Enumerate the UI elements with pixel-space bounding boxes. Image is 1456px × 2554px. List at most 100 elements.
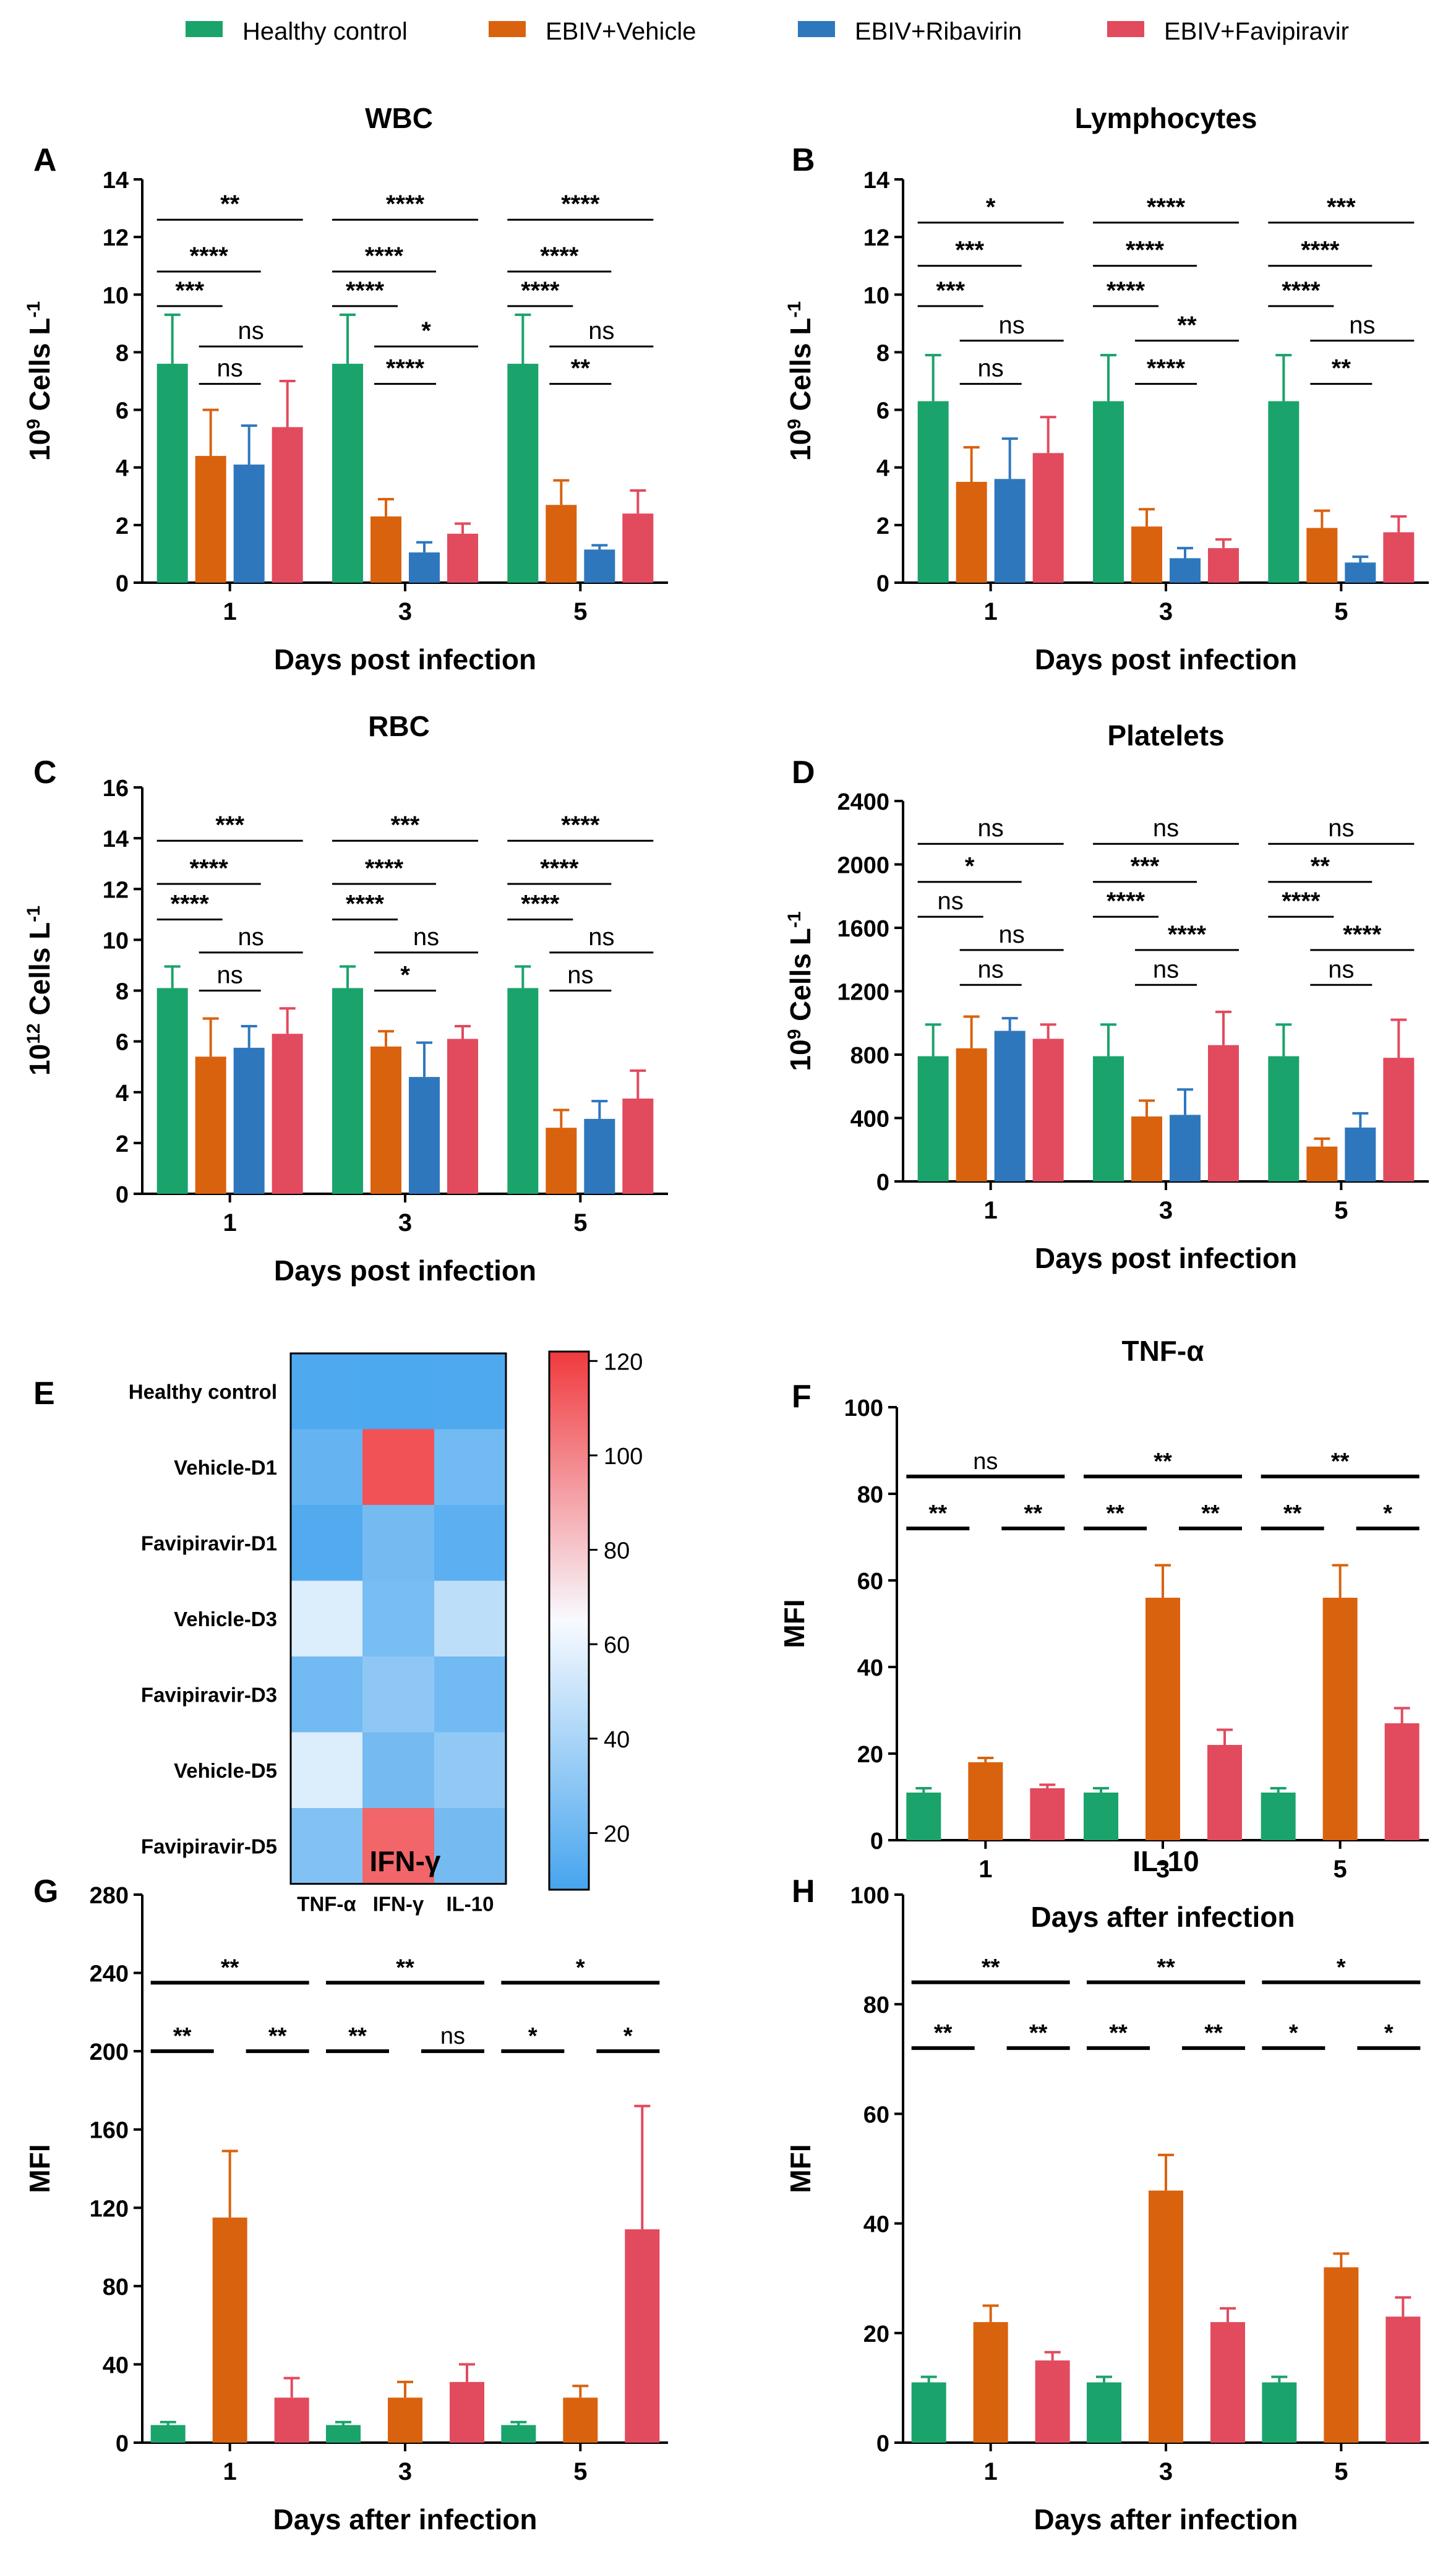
panel-label-H: H <box>792 1874 815 1909</box>
y-tick-label: 60 <box>863 2102 889 2128</box>
bar-C-ebiv-favipiravir-day-3 <box>447 1039 478 1194</box>
y-axis-label: 1012 Cells L-1 <box>24 906 56 1076</box>
bar-D-ebiv-ribavirin-day-1 <box>994 1031 1026 1181</box>
y-tick-label: 0 <box>876 2431 889 2457</box>
y-axis-label: MFI <box>778 1599 810 1648</box>
significance-label: *** <box>175 277 204 304</box>
significance-label: *** <box>391 812 420 839</box>
heatmap-row-label: Favipiravir-D3 <box>141 1683 277 1706</box>
bar-B-ebiv-vehicle-day-1 <box>956 482 987 583</box>
y-axis-label-part: 9 <box>784 419 805 429</box>
y-tick-label: 60 <box>857 1569 883 1595</box>
significance-label: ** <box>1029 2020 1048 2046</box>
bar-C-ebiv-ribavirin-day-5 <box>584 1118 615 1194</box>
significance-label: **** <box>1147 194 1186 221</box>
bar-D-healthy-control-day-1 <box>917 1056 949 1181</box>
panel-label-E: E <box>33 1376 55 1412</box>
x-axis-label: Days post infection <box>274 643 536 675</box>
x-tick-label: 5 <box>1334 1856 1347 1883</box>
y-tick-label: 160 <box>90 2118 129 2144</box>
x-tick-label: 3 <box>398 2458 412 2485</box>
significance-label: ** <box>1157 1955 1175 1981</box>
heatmap-cell-vehicle-d3-1 <box>362 1580 434 1656</box>
y-axis-label-part: Cells L <box>784 928 816 1029</box>
significance-label: * <box>986 194 996 221</box>
significance-label: **** <box>386 191 425 218</box>
significance-label: **** <box>1107 888 1146 915</box>
significance-label: **** <box>521 277 560 304</box>
bar-F-ebiv-vehicle-day-3 <box>1146 1598 1180 1840</box>
significance-label: **** <box>365 855 404 882</box>
heatmap-cell-healthy-control-1 <box>362 1353 434 1429</box>
significance-label: ** <box>934 2020 953 2046</box>
y-tick-label: 8 <box>116 979 129 1005</box>
heatmap-row-label: Vehicle-D3 <box>174 1608 277 1631</box>
significance-label: **** <box>540 855 579 882</box>
x-axis-label: Days post infection <box>1035 643 1297 675</box>
bar-B-ebiv-ribavirin-day-3 <box>1170 558 1201 583</box>
significance-label: ns <box>1153 815 1179 842</box>
bar-A-ebiv-vehicle-day-3 <box>370 516 401 583</box>
significance-label: **** <box>1147 355 1186 382</box>
significance-label: ns <box>238 317 264 345</box>
x-tick-label: 1 <box>984 1197 998 1224</box>
y-axis-label: MFI <box>784 2144 816 2193</box>
y-axis-label-part: 12 <box>24 1023 44 1043</box>
bar-G-ebiv-vehicle-day-3 <box>388 2398 422 2443</box>
significance-label: * <box>1289 2020 1298 2046</box>
significance-label: ns <box>440 2023 465 2049</box>
chart-title: WBC <box>365 102 433 134</box>
significance-label: **** <box>1168 921 1207 948</box>
y-axis-label-part: 10 <box>784 429 816 461</box>
significance-label: ** <box>221 1955 239 1981</box>
significance-label: **** <box>1301 237 1340 264</box>
bar-H-ebiv-favipiravir-day-1 <box>1035 2360 1070 2443</box>
panel-B: B Lymphocytes 0 2 4 6 8 10 12 14 1 3 5 Days post infe… <box>784 102 1429 675</box>
legend-label-4: EBIV+Favipiravir <box>1164 18 1349 45</box>
chart-title: TNF-α <box>1121 1335 1204 1367</box>
y-tick-label: 80 <box>863 1992 889 2018</box>
y-tick-label: 100 <box>844 1395 883 1421</box>
significance-label: * <box>623 2023 633 2049</box>
significance-label: *** <box>215 812 244 839</box>
colorbar-tick-label: 120 <box>604 1349 643 1375</box>
significance-label: ** <box>1177 312 1197 339</box>
bar-A-ebiv-vehicle-day-5 <box>546 505 577 583</box>
significance-label: **** <box>1282 888 1321 915</box>
heatmap-row-label: Healthy control <box>129 1380 277 1403</box>
y-tick-label: 12 <box>103 877 129 903</box>
significance-label: **** <box>1282 277 1321 304</box>
bar-G-healthy-control-day-5 <box>501 2425 536 2443</box>
significance-label: **** <box>171 891 210 918</box>
heatmap-cell-vehicle-d1-0 <box>291 1429 362 1505</box>
y-axis-label: 109 Cells L-1 <box>24 301 56 461</box>
bar-D-ebiv-favipiravir-day-5 <box>1383 1058 1415 1181</box>
heatmap-border <box>289 1352 507 1885</box>
bar-C-ebiv-ribavirin-day-3 <box>409 1077 440 1194</box>
y-tick-label: 40 <box>863 2212 889 2238</box>
significance-label: **** <box>190 242 229 270</box>
heatmap-cell-favipiravir-d1-1 <box>362 1505 434 1581</box>
heatmap-cell-favipiravir-d5-1 <box>362 1808 434 1884</box>
heatmap-cell-vehicle-d5-1 <box>362 1732 434 1808</box>
y-tick-label: 10 <box>863 283 889 309</box>
significance-label: * <box>1383 1501 1392 1527</box>
significance-label: ns <box>978 815 1004 842</box>
y-tick-label: 0 <box>876 571 889 597</box>
significance-label: ** <box>1204 2020 1223 2046</box>
y-tick-label: 0 <box>116 1182 129 1208</box>
y-tick-label: 80 <box>857 1482 883 1508</box>
significance-label: ** <box>1106 1501 1124 1527</box>
bar-C-ebiv-ribavirin-day-1 <box>233 1047 265 1194</box>
bar-A-ebiv-ribavirin-day-1 <box>233 465 265 583</box>
y-tick-label: 6 <box>876 398 889 424</box>
colorbar-tick-label: 60 <box>604 1632 630 1658</box>
bar-B-ebiv-vehicle-day-3 <box>1131 526 1162 583</box>
significance-label: **** <box>561 191 600 218</box>
significance-label: * <box>576 1955 585 1981</box>
significance-label: **** <box>346 277 385 304</box>
x-axis-label: Days after infection <box>1031 1901 1295 1933</box>
bar-H-ebiv-favipiravir-day-5 <box>1385 2316 1421 2443</box>
significance-label: ** <box>173 2023 192 2049</box>
